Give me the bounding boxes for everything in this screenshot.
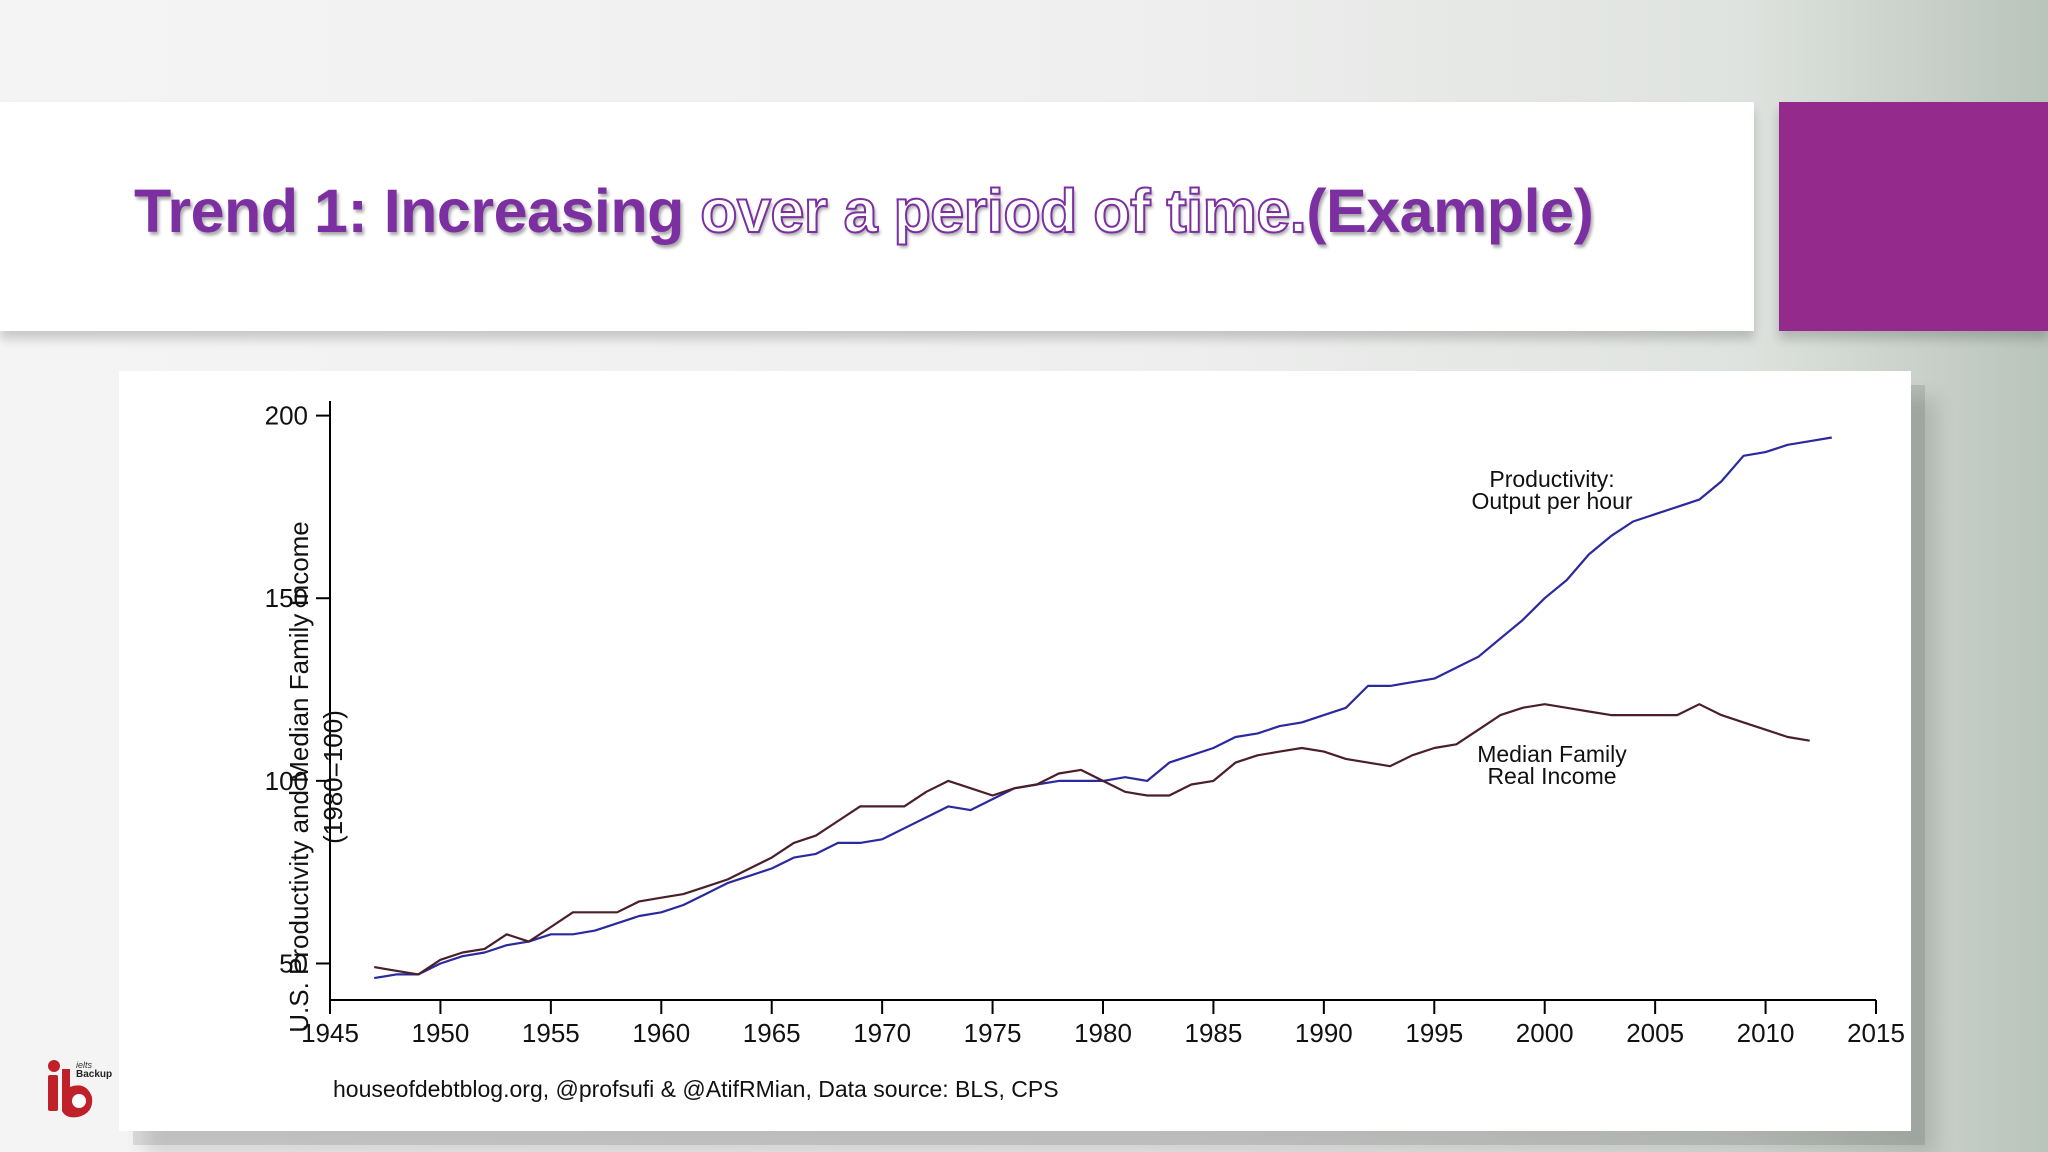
x-tick-label: 1970 xyxy=(853,1018,911,1048)
x-tick-label: 1990 xyxy=(1295,1018,1353,1048)
y-axis-label-line2: (1980=100) xyxy=(318,710,348,844)
y-tick-label: 50 xyxy=(279,948,308,978)
annotation-income-line1: Median Family xyxy=(1477,741,1627,767)
slide-title: Trend 1: Increasing over a period of tim… xyxy=(134,176,1594,246)
source-caption: houseofdebtblog.org, @profsufi & @AtifRM… xyxy=(333,1076,1059,1102)
y-tick-label: 150 xyxy=(265,583,308,613)
title-bar xyxy=(0,102,1754,331)
y-tick-label: 200 xyxy=(265,401,308,431)
y-tick-label: 100 xyxy=(265,766,308,796)
logo-brand-bottom: Backup xyxy=(76,1069,112,1080)
x-tick-label: 1975 xyxy=(964,1018,1022,1048)
x-tick-label: 1980 xyxy=(1074,1018,1132,1048)
ielts-backup-logo: ielts Backup xyxy=(34,1055,114,1125)
x-tick-label: 1960 xyxy=(632,1018,690,1048)
series-line-productivity xyxy=(374,436,1832,980)
x-tick-label: 2000 xyxy=(1516,1018,1574,1048)
x-tick-label: 1950 xyxy=(412,1018,470,1048)
logo-brand-top: ielts xyxy=(76,1060,93,1070)
x-tick-label: 1945 xyxy=(301,1018,359,1048)
title-part-2: over a period of time. xyxy=(699,176,1307,246)
annotation-income-line2: Real Income xyxy=(1487,763,1616,789)
x-tick-label: 2010 xyxy=(1737,1018,1795,1048)
x-tick-label: 1965 xyxy=(743,1018,801,1048)
x-tick-label: 1955 xyxy=(522,1018,580,1048)
title-part-3: (Example) xyxy=(1306,177,1594,245)
title-part-1: Trend 1: Increasing xyxy=(134,177,701,245)
line-chart: 50 100 150 200 1945 1950 1955 1960 1965 1970 1975 1… xyxy=(265,401,1905,1102)
x-tick-label: 1985 xyxy=(1185,1018,1243,1048)
y-axis-label-line1: U.S. Productivity and Median Family Inco… xyxy=(284,521,314,1033)
chart-card: 50 100 150 200 1945 1950 1955 1960 1965 1970 1975 1… xyxy=(119,371,1911,1131)
x-tick-label: 2005 xyxy=(1626,1018,1684,1048)
accent-box xyxy=(1779,102,2048,331)
annotation-productivity-line1: Productivity: xyxy=(1489,466,1614,492)
x-tick-label: 1995 xyxy=(1405,1018,1463,1048)
series-line-income xyxy=(374,703,1810,976)
ib-logo-icon: ielts Backup xyxy=(48,1060,112,1118)
x-tick-label: 2015 xyxy=(1847,1018,1905,1048)
annotation-productivity-line2: Output per hour xyxy=(1471,488,1632,514)
